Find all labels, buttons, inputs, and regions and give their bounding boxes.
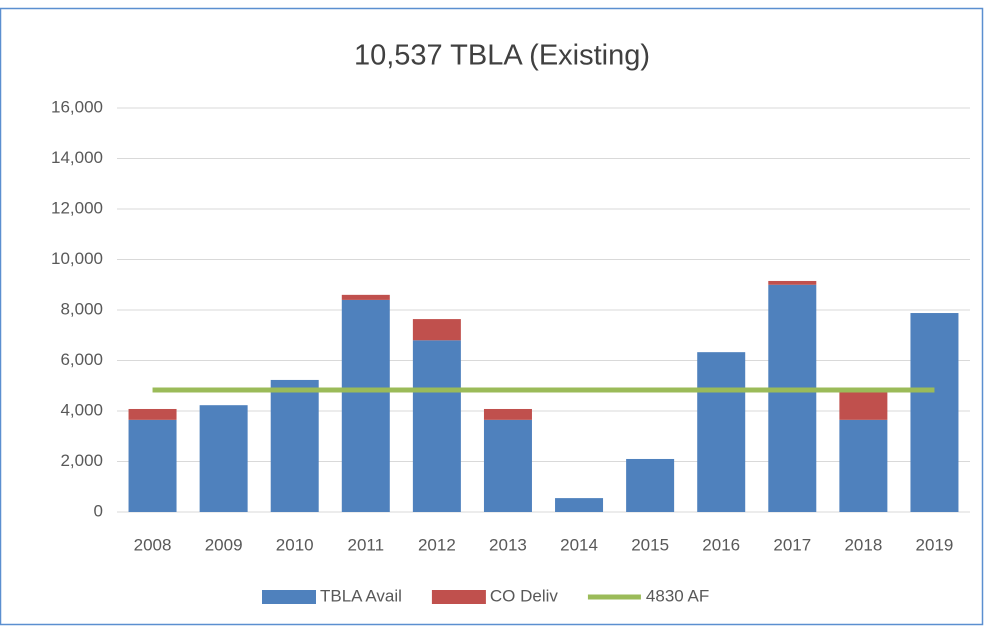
bar [483,408,532,420]
bar [839,392,888,420]
y-tick-label: 16,000 [51,97,103,116]
x-tick-label: 2008 [134,535,172,554]
legend-swatch [262,590,316,604]
x-tick-label: 2014 [560,535,598,554]
bar [128,419,177,512]
bar [412,319,461,341]
x-tick-label: 2009 [205,535,243,554]
y-tick-label: 8,000 [60,299,103,318]
chart-title: 10,537 TBLA (Existing) [354,40,650,72]
y-tick-label: 14,000 [51,148,103,167]
x-tick-label: 2018 [844,535,882,554]
bar [128,408,177,420]
legend-label: CO Deliv [490,586,559,605]
x-tick-label: 2011 [348,535,385,554]
y-tick-label: 10,000 [51,249,103,268]
bar [341,299,390,512]
legend-label: 4830 AF [646,586,709,605]
legend-swatch [431,590,486,604]
x-tick-label: 2010 [276,535,314,554]
bar [910,313,959,512]
y-tick-label: 0 [94,501,103,520]
y-tick-label: 6,000 [60,350,103,369]
bar [839,419,888,512]
legend-label: TBLA Avail [320,586,402,605]
bar [270,379,319,512]
bar [768,280,817,285]
x-tick-label: 2012 [418,535,456,554]
x-tick-label: 2016 [702,535,740,554]
bar [341,294,390,300]
x-tick-label: 2015 [631,535,669,554]
bar [199,405,248,512]
chart-border [0,7,984,626]
bar [768,284,817,512]
x-tick-label: 2013 [489,535,527,554]
bar [697,352,746,512]
y-tick-label: 2,000 [60,451,103,470]
bar [626,458,675,512]
y-tick-label: 12,000 [51,198,103,217]
x-tick-label: 2017 [773,535,811,554]
bar [555,498,604,512]
bar [412,340,461,512]
x-tick-label: 2019 [916,535,954,554]
bar [483,419,532,512]
y-tick-label: 4,000 [60,400,103,419]
